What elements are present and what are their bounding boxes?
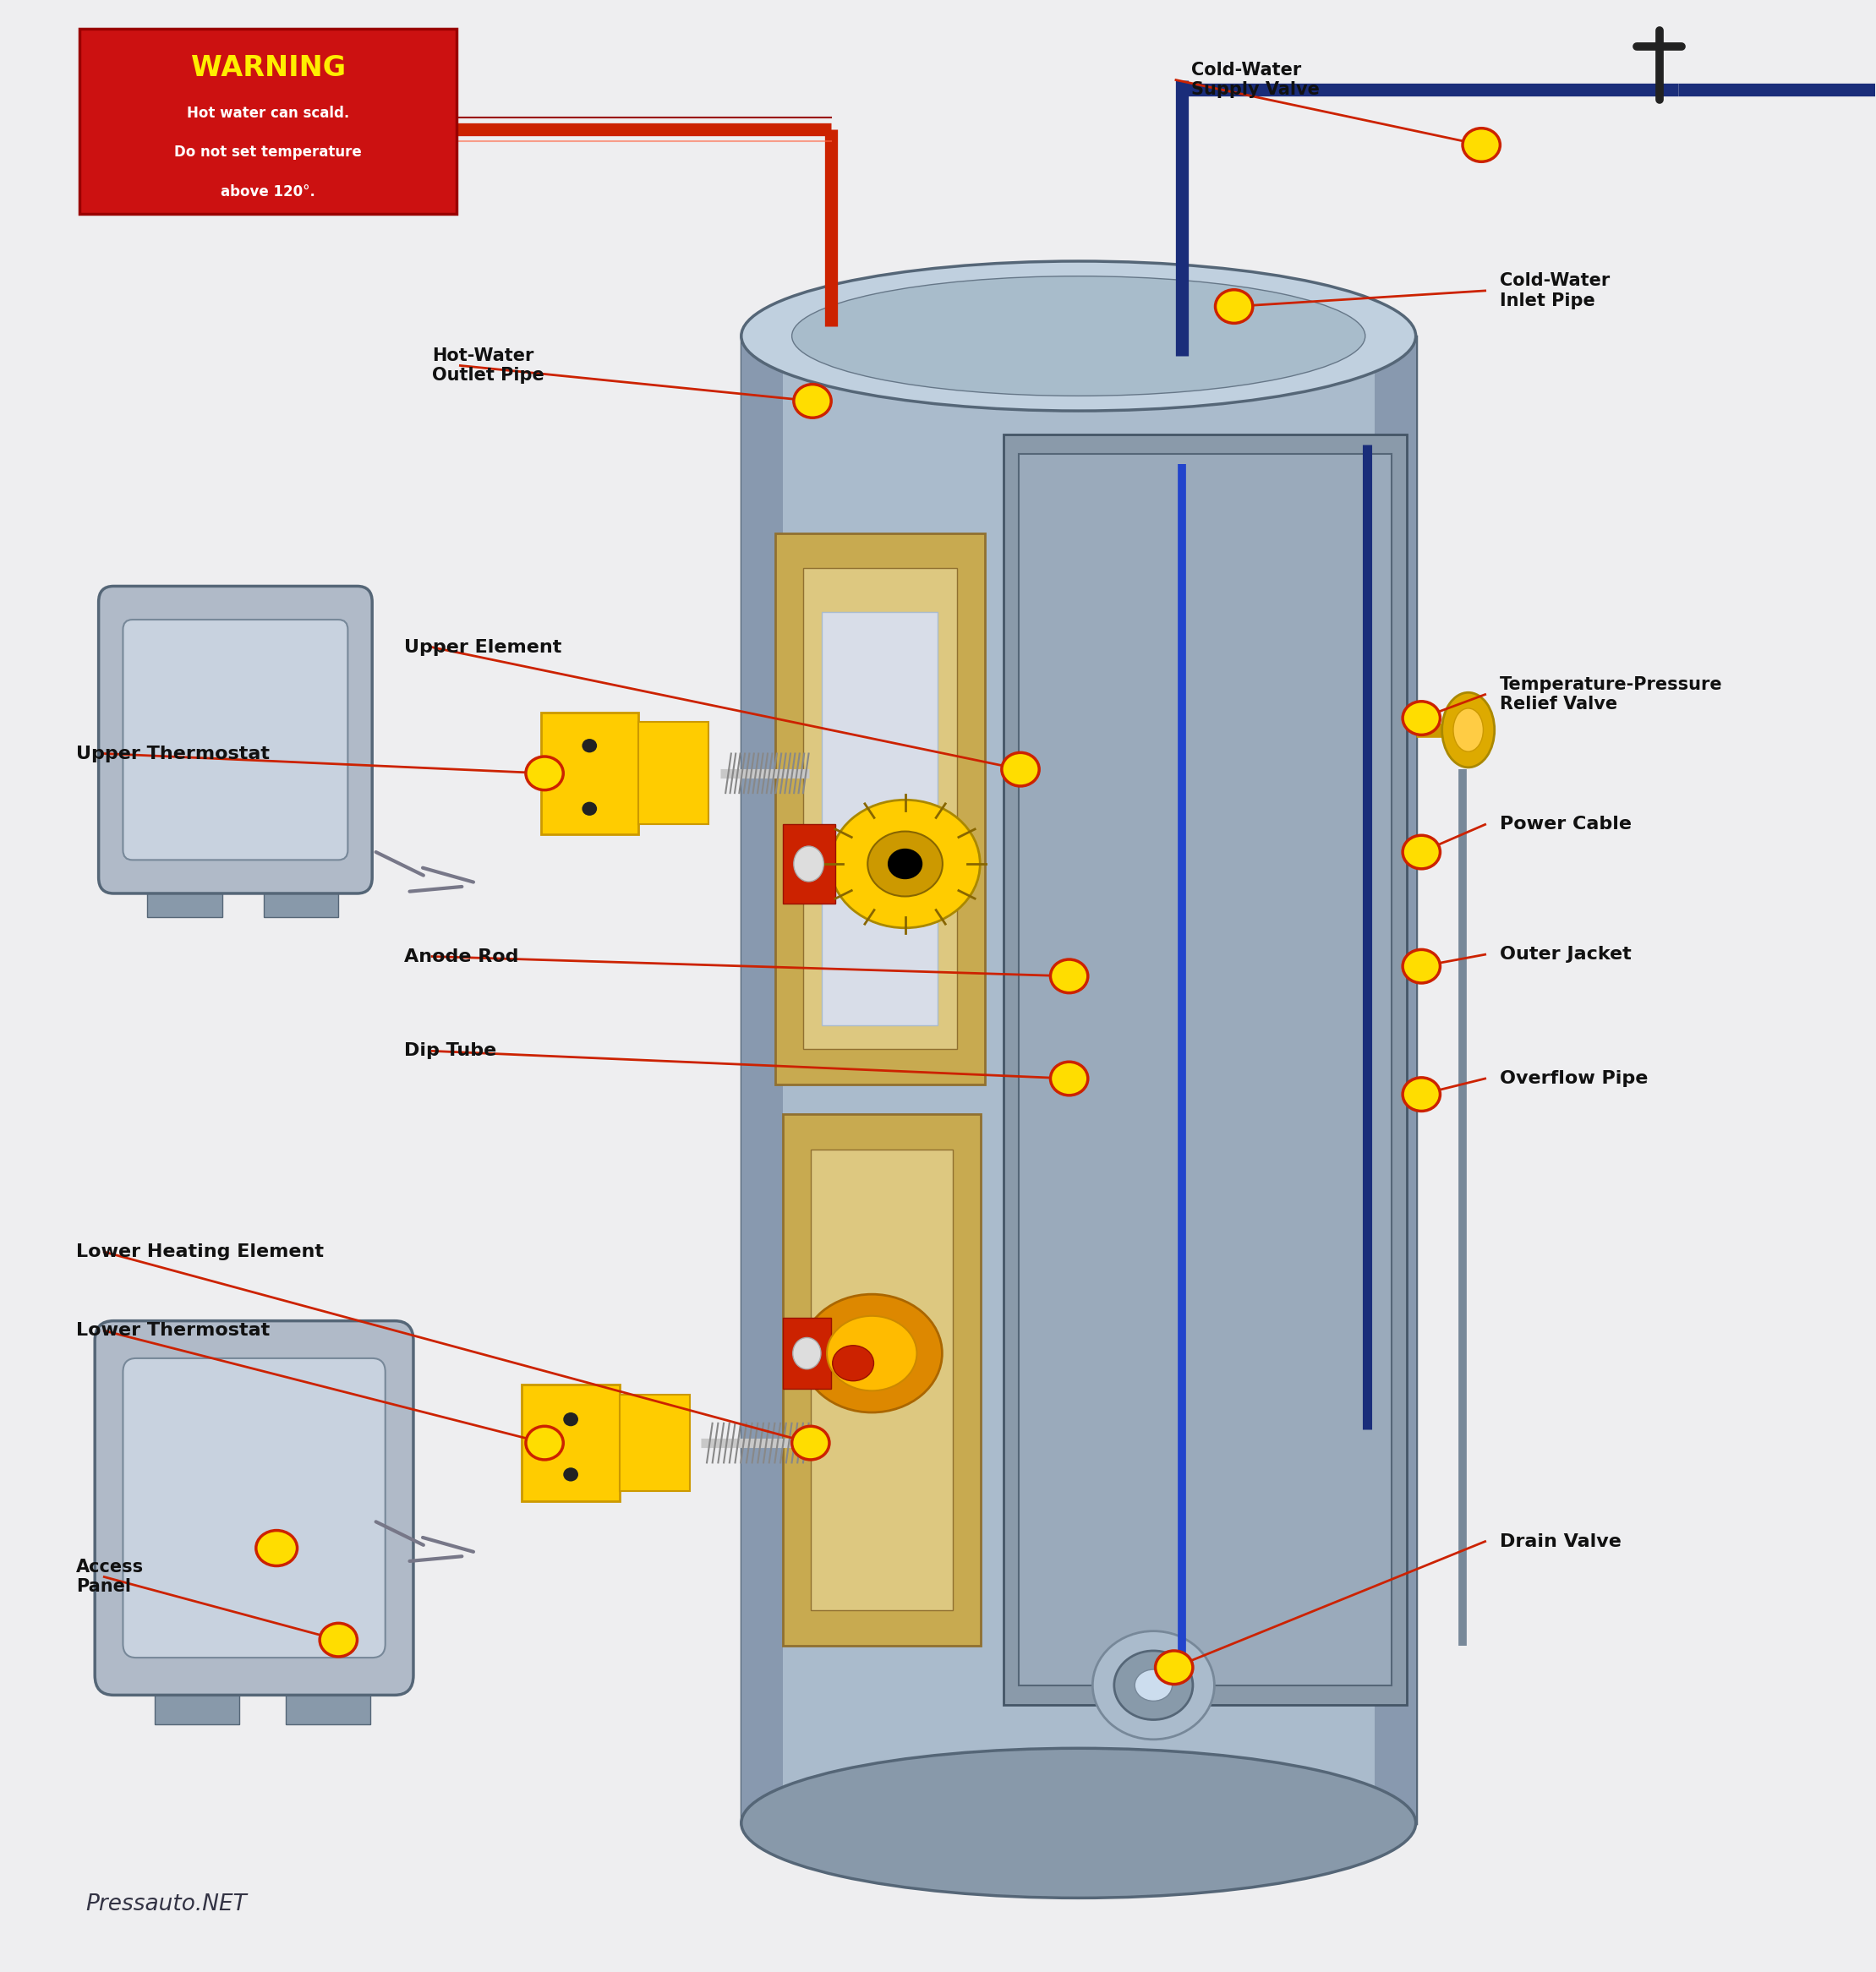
Ellipse shape	[801, 1294, 942, 1412]
FancyBboxPatch shape	[1019, 454, 1392, 1686]
Text: Dip Tube: Dip Tube	[403, 1043, 497, 1059]
FancyBboxPatch shape	[822, 611, 938, 1025]
Ellipse shape	[1463, 128, 1501, 162]
Ellipse shape	[887, 850, 921, 880]
Ellipse shape	[1092, 1631, 1214, 1739]
FancyBboxPatch shape	[156, 1670, 238, 1726]
Text: Hot-Water
Outlet Pipe: Hot-Water Outlet Pipe	[431, 347, 544, 385]
Ellipse shape	[1156, 1651, 1193, 1684]
Text: Temperature-Pressure
Relief Valve: Temperature-Pressure Relief Valve	[1501, 676, 1722, 712]
Text: Outer Jacket: Outer Jacket	[1501, 947, 1632, 962]
FancyBboxPatch shape	[285, 1670, 370, 1726]
Ellipse shape	[582, 803, 597, 816]
Ellipse shape	[1114, 1651, 1193, 1720]
Ellipse shape	[1403, 836, 1441, 870]
Ellipse shape	[1454, 708, 1484, 751]
Ellipse shape	[1051, 960, 1088, 992]
Ellipse shape	[1135, 1670, 1172, 1702]
Ellipse shape	[1403, 702, 1441, 736]
FancyBboxPatch shape	[124, 1359, 385, 1658]
Ellipse shape	[794, 385, 831, 418]
FancyBboxPatch shape	[540, 712, 638, 834]
FancyBboxPatch shape	[929, 1818, 1032, 1877]
Ellipse shape	[1002, 753, 1039, 787]
Ellipse shape	[1403, 951, 1441, 984]
Ellipse shape	[741, 1749, 1416, 1897]
FancyBboxPatch shape	[803, 568, 957, 1049]
Text: Access
Panel: Access Panel	[77, 1558, 144, 1595]
FancyBboxPatch shape	[1154, 1818, 1257, 1877]
FancyBboxPatch shape	[638, 722, 709, 824]
FancyBboxPatch shape	[522, 1384, 619, 1501]
Ellipse shape	[255, 1530, 296, 1566]
Ellipse shape	[319, 1623, 356, 1656]
Polygon shape	[1375, 335, 1416, 1822]
Text: Upper Element: Upper Element	[403, 639, 561, 655]
Text: Hot water can scald.: Hot water can scald.	[188, 106, 349, 120]
Text: Drain Valve: Drain Valve	[1501, 1532, 1621, 1550]
Ellipse shape	[563, 1412, 578, 1426]
FancyBboxPatch shape	[782, 1317, 831, 1388]
Text: above 120°.: above 120°.	[221, 183, 315, 199]
Ellipse shape	[525, 757, 563, 791]
FancyBboxPatch shape	[263, 874, 338, 917]
Ellipse shape	[525, 1426, 563, 1459]
Ellipse shape	[582, 740, 597, 753]
Text: WARNING: WARNING	[191, 55, 345, 83]
FancyBboxPatch shape	[1004, 434, 1407, 1706]
Text: Power Cable: Power Cable	[1501, 816, 1632, 832]
Text: Upper Thermostat: Upper Thermostat	[77, 745, 270, 761]
Ellipse shape	[867, 832, 942, 897]
FancyBboxPatch shape	[775, 532, 985, 1085]
FancyBboxPatch shape	[741, 335, 1416, 1822]
FancyBboxPatch shape	[148, 874, 221, 917]
Ellipse shape	[794, 1337, 822, 1369]
FancyBboxPatch shape	[782, 824, 835, 903]
FancyBboxPatch shape	[99, 586, 371, 893]
Text: Cold-Water
Inlet Pipe: Cold-Water Inlet Pipe	[1501, 272, 1610, 310]
Ellipse shape	[1403, 1077, 1441, 1110]
FancyBboxPatch shape	[96, 1321, 413, 1696]
Text: Pressauto.NET: Pressauto.NET	[86, 1893, 248, 1915]
Ellipse shape	[833, 1345, 874, 1380]
Ellipse shape	[563, 1467, 578, 1481]
Text: Cold-Water
Supply Valve: Cold-Water Supply Valve	[1191, 61, 1319, 99]
Ellipse shape	[1443, 692, 1495, 767]
Text: Overflow Pipe: Overflow Pipe	[1501, 1071, 1649, 1087]
FancyBboxPatch shape	[124, 619, 347, 860]
Text: Do not set temperature: Do not set temperature	[174, 146, 362, 160]
Text: Lower Heating Element: Lower Heating Element	[77, 1244, 325, 1260]
Ellipse shape	[794, 846, 824, 881]
Text: Lower Thermostat: Lower Thermostat	[77, 1323, 270, 1339]
Ellipse shape	[1051, 1061, 1088, 1094]
Ellipse shape	[1216, 290, 1253, 323]
Ellipse shape	[827, 1315, 917, 1390]
FancyBboxPatch shape	[810, 1150, 953, 1611]
Ellipse shape	[792, 276, 1366, 396]
Ellipse shape	[831, 801, 979, 929]
FancyBboxPatch shape	[782, 1114, 981, 1647]
FancyBboxPatch shape	[619, 1394, 690, 1491]
Polygon shape	[741, 335, 782, 1822]
Ellipse shape	[792, 1426, 829, 1459]
Ellipse shape	[741, 260, 1416, 410]
FancyBboxPatch shape	[81, 30, 456, 213]
Text: Anode Rod: Anode Rod	[403, 949, 518, 964]
